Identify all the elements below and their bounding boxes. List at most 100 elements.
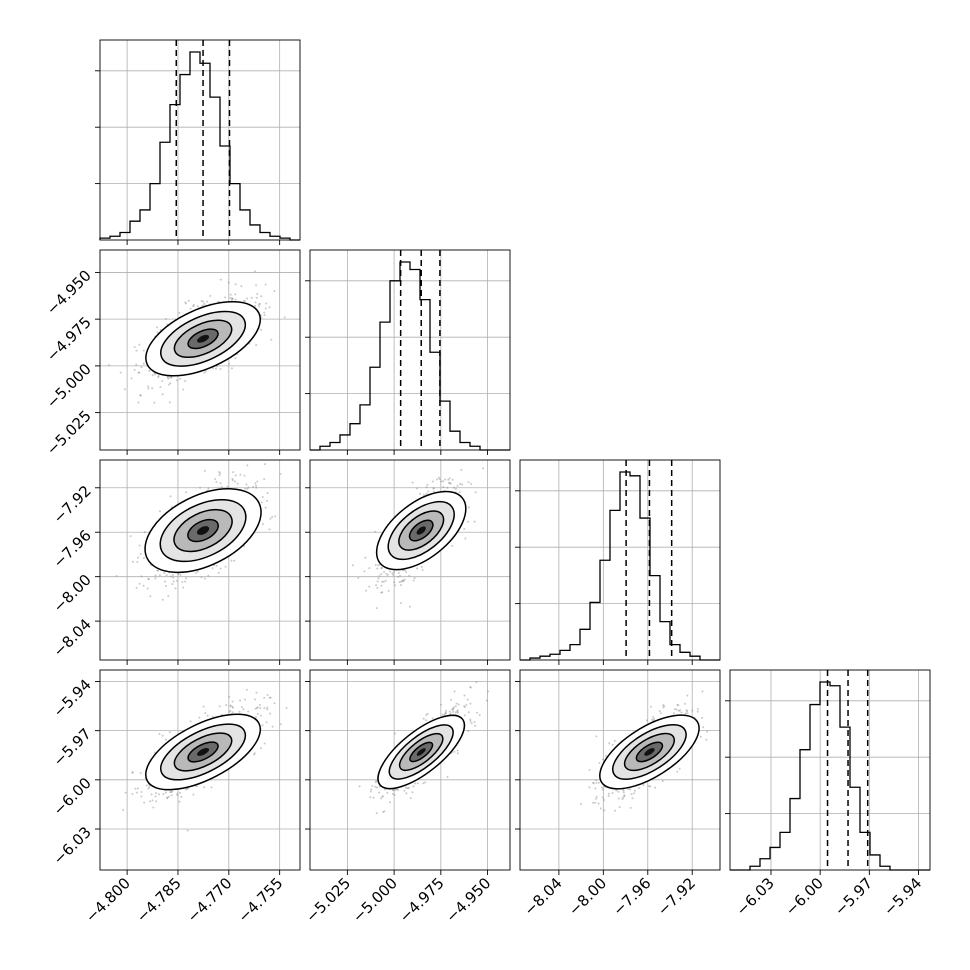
point <box>199 486 202 489</box>
point <box>686 712 689 715</box>
point <box>375 780 378 783</box>
point <box>184 302 187 305</box>
point <box>119 371 122 374</box>
point <box>229 293 232 296</box>
point <box>382 580 385 583</box>
point <box>420 565 423 568</box>
point <box>157 569 160 572</box>
point <box>148 786 151 789</box>
point <box>148 370 151 373</box>
point <box>139 394 142 397</box>
point <box>487 690 490 693</box>
point <box>397 572 400 575</box>
point <box>220 485 223 488</box>
point <box>375 812 378 815</box>
point <box>650 718 653 721</box>
point <box>165 317 168 320</box>
point <box>401 579 404 582</box>
point <box>198 716 201 719</box>
point <box>219 367 222 370</box>
point <box>255 484 258 487</box>
point <box>171 583 174 586</box>
point <box>469 720 472 723</box>
point <box>196 305 199 308</box>
point <box>422 717 425 720</box>
point <box>196 570 199 573</box>
point <box>159 386 162 389</box>
point <box>595 781 598 784</box>
point <box>254 301 257 304</box>
point <box>592 782 595 785</box>
point <box>700 716 703 719</box>
point <box>431 480 434 483</box>
point <box>386 574 389 577</box>
x-tick-label-0-1: −4.785 <box>133 874 185 926</box>
point <box>381 591 384 594</box>
point <box>258 302 261 305</box>
point <box>466 698 469 701</box>
point <box>185 577 188 580</box>
point <box>184 380 187 383</box>
point <box>622 789 625 792</box>
point <box>662 706 665 709</box>
point <box>217 571 220 574</box>
x-tick-label-1-2: −4.975 <box>396 874 448 926</box>
point <box>137 371 140 374</box>
point <box>622 791 625 794</box>
point <box>444 712 447 715</box>
point <box>259 714 262 717</box>
point <box>422 782 425 785</box>
point <box>470 722 473 725</box>
point <box>142 362 145 365</box>
point <box>611 743 614 746</box>
y-tick-label-1-0: −5.025 <box>43 407 95 459</box>
point <box>262 522 265 525</box>
point <box>189 720 192 723</box>
point <box>422 493 425 496</box>
point <box>364 589 367 592</box>
point <box>662 704 665 707</box>
point <box>204 370 207 373</box>
point <box>170 794 173 797</box>
point <box>215 480 218 483</box>
x-tick-label-3-2: −5.97 <box>831 874 876 919</box>
point <box>372 796 375 799</box>
point <box>155 800 158 803</box>
point <box>421 568 424 571</box>
point <box>405 570 408 573</box>
point <box>168 383 171 386</box>
point <box>594 801 597 804</box>
point <box>404 786 407 789</box>
point <box>138 582 141 585</box>
panel-frame-2-0 <box>95 459 301 665</box>
point <box>203 469 206 472</box>
point <box>167 377 170 380</box>
point <box>240 285 243 288</box>
point <box>450 698 453 701</box>
point <box>599 807 602 810</box>
y-tick-label-2-1: −8.00 <box>50 571 95 616</box>
x-tick-label-0-0: −4.800 <box>82 874 134 926</box>
point <box>131 771 134 774</box>
y-tick-label-3-1: −6.00 <box>50 774 95 819</box>
point <box>452 708 455 711</box>
point <box>256 293 259 296</box>
point <box>168 401 171 404</box>
point <box>184 580 187 583</box>
point <box>648 785 651 788</box>
x-tick-label-0-3: −4.755 <box>235 874 287 926</box>
point <box>257 303 260 306</box>
point <box>409 797 412 800</box>
point <box>379 797 382 800</box>
point <box>179 574 182 577</box>
point <box>370 788 373 791</box>
point <box>686 709 689 712</box>
point <box>176 579 179 582</box>
point <box>412 579 415 582</box>
point <box>184 301 187 304</box>
panel-frame-3-0 <box>95 669 301 875</box>
point <box>255 691 258 694</box>
point <box>258 703 261 706</box>
point <box>244 698 247 701</box>
point <box>617 797 620 800</box>
